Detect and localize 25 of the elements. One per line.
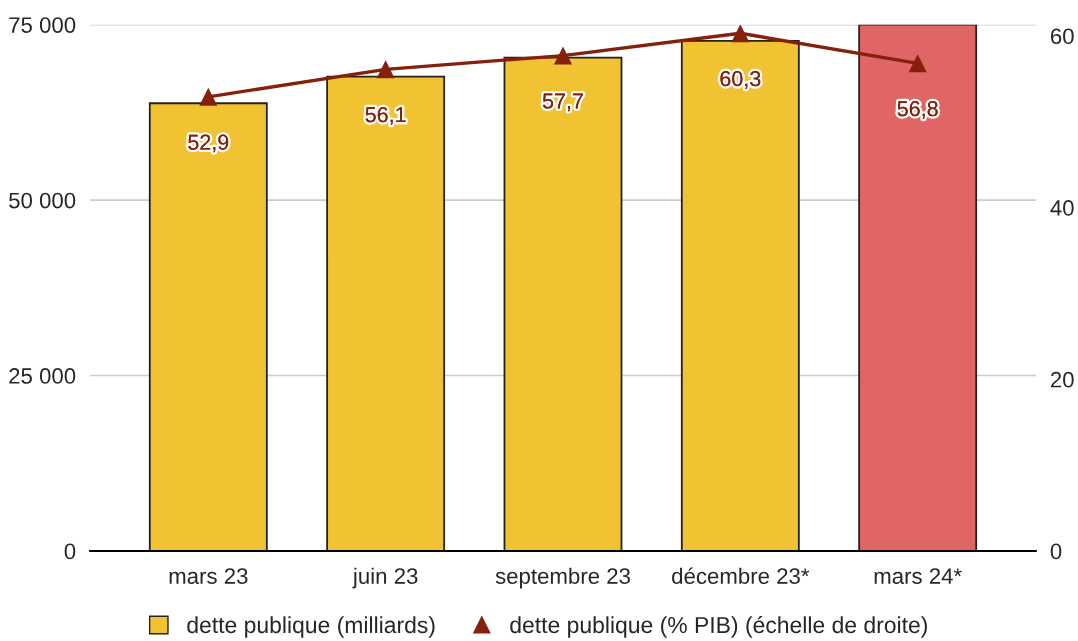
bar: [680, 39, 800, 551]
legend-label: dette publique (milliards): [187, 616, 435, 638]
x-tick-label: mars 23: [169, 568, 248, 584]
x-tick-label: décembre 23*: [672, 567, 810, 584]
y-tick-label: 0: [64, 543, 76, 560]
x-tick-label: septembre 23: [495, 567, 630, 589]
y-tick-label: 25 000: [9, 368, 76, 384]
data-label: 52,9: [188, 134, 229, 153]
data-label: 56,8: [897, 101, 938, 119]
bar: [326, 75, 446, 551]
y-tick-label: 50 000: [9, 192, 76, 209]
bar: [858, 24, 978, 551]
y2-tick-label: 20: [1050, 371, 1074, 388]
legend-label: dette publique (% PIB) (échelle de droite): [510, 616, 927, 638]
data-label: 56,1: [365, 107, 406, 125]
x-tick-label: juin 23: [352, 567, 418, 589]
y-tick-label: 75 000: [9, 17, 76, 33]
data-label: 57,7: [542, 93, 583, 112]
y2-tick-label: 60: [1050, 28, 1074, 45]
bar: [148, 102, 268, 551]
x-tick-label: mars 24*: [874, 568, 962, 584]
data-label: 60,3: [720, 71, 761, 89]
y2-tick-label: 0: [1050, 543, 1062, 560]
y2-tick-label: 40: [1050, 200, 1074, 216]
bar: [503, 56, 623, 551]
